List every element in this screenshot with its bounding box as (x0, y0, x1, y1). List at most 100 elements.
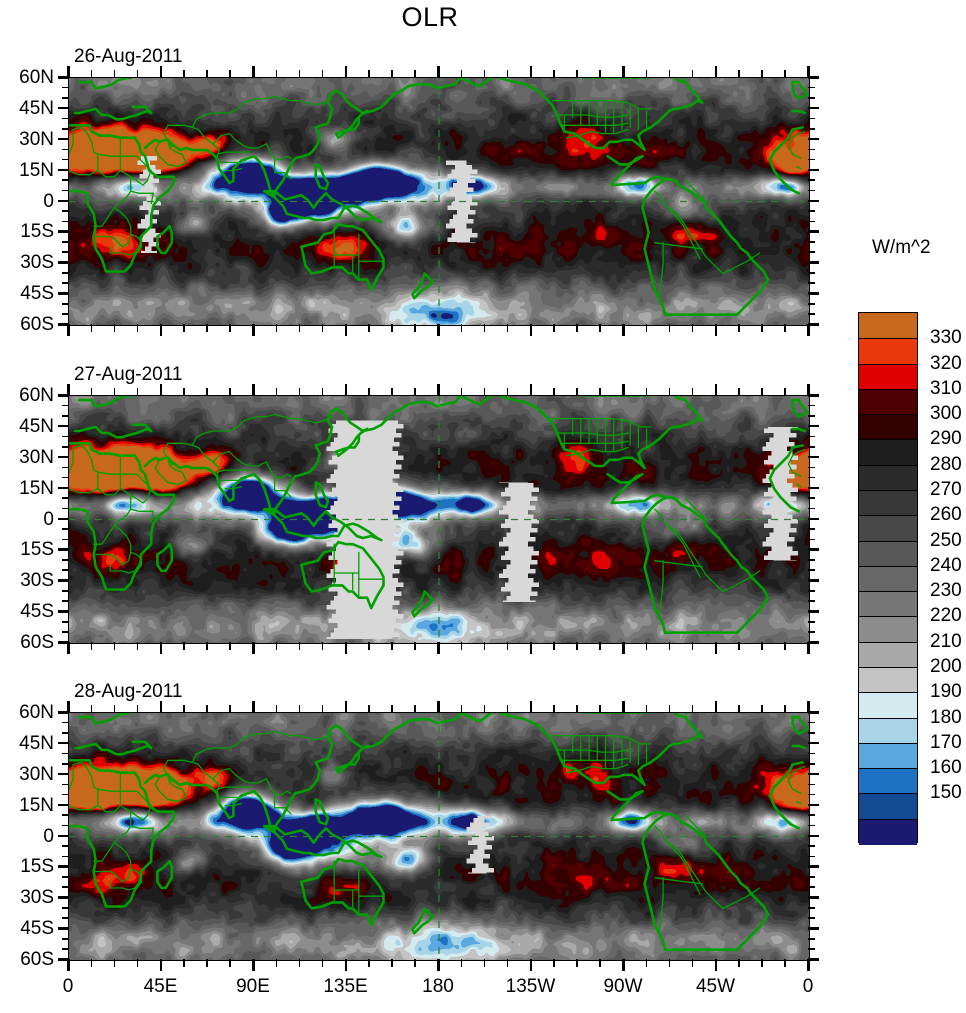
y-tick-minor (62, 179, 69, 181)
y-tick-minor (62, 948, 69, 950)
y-tick-major (808, 261, 819, 264)
x-tick-minor (460, 642, 463, 650)
y-tick-minor (62, 445, 69, 448)
x-tick-major (437, 384, 440, 396)
x-tick-minor (761, 705, 763, 713)
y-axis-label: 15S (20, 221, 54, 243)
x-tick-minor (321, 70, 324, 78)
y-tick-major (58, 865, 69, 868)
x-tick-minor (275, 324, 278, 332)
x-tick-minor (483, 705, 486, 713)
panel-date-label: 26-Aug-2011 (74, 46, 183, 67)
x-tick-minor (275, 705, 278, 713)
x-tick-minor (136, 388, 139, 396)
y-tick-minor (808, 732, 815, 734)
map-plot-area[interactable] (68, 712, 810, 961)
y-tick-minor (808, 313, 815, 315)
x-tick-minor (183, 959, 185, 967)
x-tick-minor (553, 705, 555, 713)
y-tick-minor (808, 937, 815, 940)
colorbar-separator (859, 818, 917, 820)
x-tick-minor (483, 388, 486, 396)
x-tick-minor (576, 70, 578, 78)
y-tick-major (58, 741, 69, 745)
y-tick-major (808, 486, 819, 490)
y-tick-minor (808, 559, 815, 561)
x-tick-minor (599, 388, 601, 396)
x-tick-minor (483, 324, 486, 332)
y-tick-major (808, 865, 819, 868)
x-tick-minor (576, 642, 578, 650)
x-tick-minor (761, 642, 763, 650)
x-tick-major (807, 66, 810, 78)
x-tick-minor (414, 959, 416, 967)
y-tick-minor (808, 189, 815, 192)
colorbar[interactable] (858, 312, 918, 845)
y-tick-minor (62, 241, 69, 243)
y-tick-major (808, 548, 819, 551)
x-tick-minor (738, 642, 740, 650)
y-tick-major (58, 323, 69, 326)
colorbar-band (859, 388, 917, 415)
x-axis-label: 0 (802, 976, 814, 997)
x-tick-minor (553, 388, 555, 396)
colorbar-band (859, 692, 917, 719)
y-axis-label: 30S (20, 252, 54, 274)
x-tick-major (344, 959, 347, 971)
x-tick-minor (460, 388, 463, 396)
x-tick-minor (321, 959, 324, 967)
x-tick-minor (553, 324, 555, 332)
x-tick-minor (691, 959, 694, 967)
x-tick-minor (391, 70, 393, 78)
x-axis-label: 135W (505, 976, 556, 997)
x-tick-major (252, 959, 255, 971)
y-tick-minor (62, 435, 69, 438)
x-tick-minor (229, 642, 231, 650)
colorbar-separator (859, 565, 917, 567)
x-tick-minor (460, 324, 463, 332)
colorbar-tick-label: 230 (930, 580, 962, 602)
y-tick-minor (808, 631, 815, 633)
y-axis-label: 60S (20, 632, 54, 653)
y-tick-minor (62, 497, 69, 499)
x-tick-minor (645, 70, 648, 78)
x-tick-minor (229, 324, 231, 332)
x-tick-minor (506, 324, 509, 332)
colorbar-tick-label: 270 (930, 479, 962, 500)
y-tick-minor (808, 948, 815, 950)
x-tick-minor (738, 324, 740, 332)
y-tick-minor (808, 752, 815, 755)
x-tick-major (252, 642, 255, 654)
map-plot-area[interactable] (68, 77, 810, 326)
y-tick-minor (62, 590, 69, 592)
y-tick-minor (808, 251, 815, 254)
map-plot-area[interactable] (68, 395, 810, 644)
x-tick-minor (206, 324, 208, 332)
colorbar-tick-label: 290 (930, 428, 962, 450)
y-axis-label: 60N (19, 67, 54, 88)
y-tick-minor (62, 220, 69, 223)
y-tick-minor (808, 538, 815, 541)
x-tick-minor (229, 705, 231, 713)
y-tick-minor (62, 189, 69, 192)
x-tick-minor (645, 705, 648, 713)
x-axis-label: 180 (422, 976, 454, 997)
y-tick-major (808, 394, 819, 397)
x-tick-minor (460, 959, 463, 967)
y-tick-major (808, 424, 819, 428)
x-tick-major (344, 324, 347, 336)
x-tick-minor (183, 705, 185, 713)
y-tick-minor (62, 631, 69, 633)
x-tick-minor (414, 705, 416, 713)
y-tick-minor (62, 210, 69, 212)
x-tick-major (529, 701, 532, 713)
y-tick-minor (808, 783, 815, 786)
y-tick-minor (62, 117, 69, 120)
x-tick-minor (368, 642, 370, 650)
colorbar-band (859, 313, 917, 339)
y-tick-major (808, 772, 819, 776)
colorbar-separator (859, 338, 917, 340)
y-axis-label: 45N (19, 415, 54, 437)
y-tick-major (58, 394, 69, 397)
